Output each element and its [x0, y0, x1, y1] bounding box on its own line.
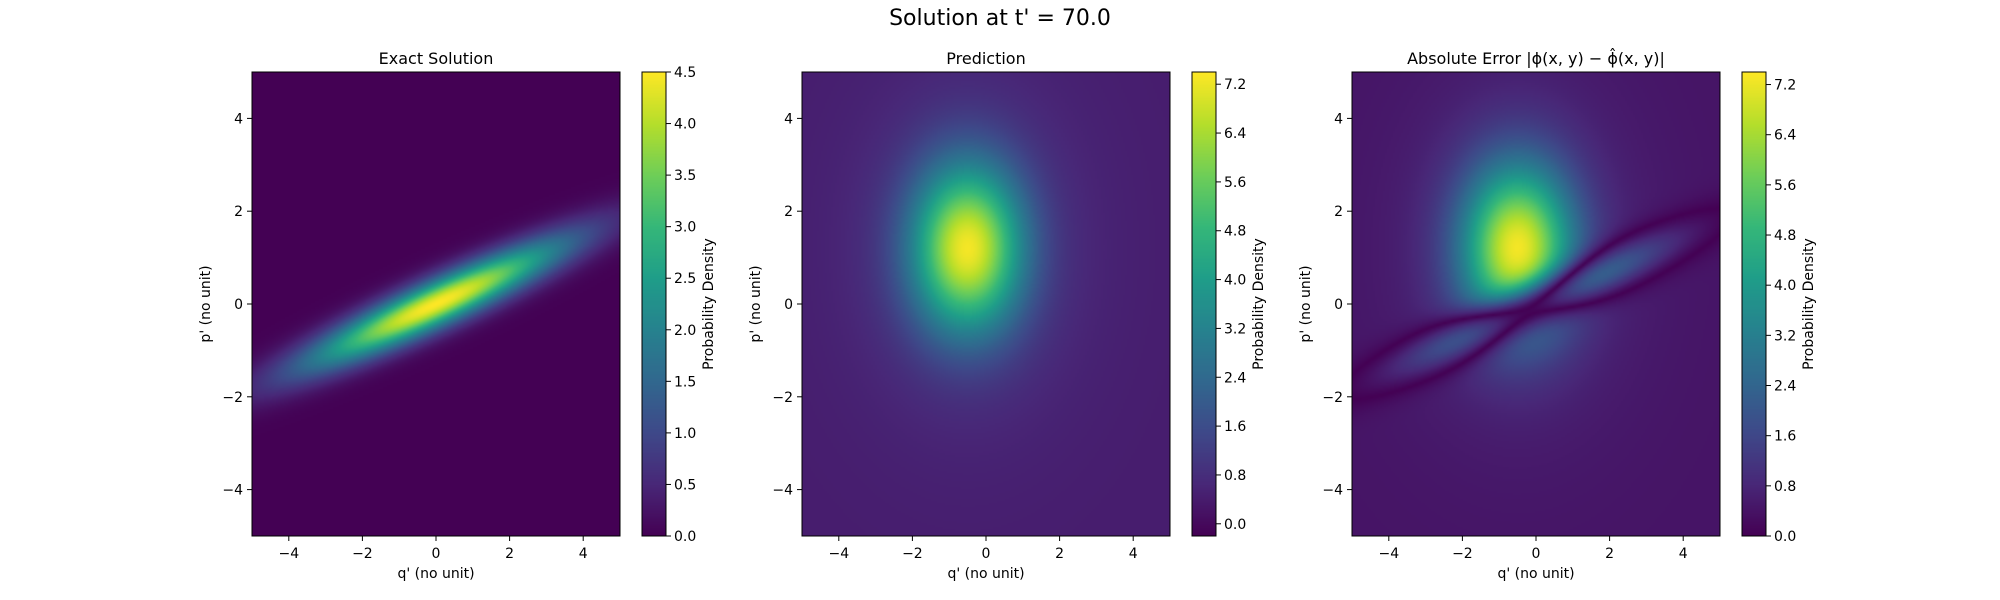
figure-title: Solution at t' = 70.0: [889, 6, 1111, 31]
y-tick-label: −4: [1322, 483, 1343, 499]
colorbar-tick-label: 6.4: [1224, 126, 1246, 142]
axes: −4 −2 0 2 4 −4 −2 0 2 4: [1322, 111, 1687, 562]
colorbar-tick-label: 0.8: [1224, 468, 1246, 484]
panel-title: Exact Solution: [379, 49, 494, 68]
colorbar-tick-label: 0.8: [1774, 479, 1796, 495]
colorbar-tick-label: 0.0: [1224, 517, 1246, 533]
colorbar-tick-label: 2.4: [1774, 379, 1796, 395]
colorbar-tick-label: 1.6: [1224, 419, 1246, 435]
colorbar-tick-label: 1.0: [674, 426, 696, 442]
y-tick-label: −2: [1322, 390, 1343, 406]
x-tick-label: 2: [1605, 546, 1614, 562]
colorbar-tick-label: 4.8: [1774, 228, 1796, 244]
x-axis-label: q' (no unit): [397, 566, 474, 582]
colorbar-tick-label: 5.6: [1774, 178, 1796, 194]
colorbar-tick-label: 6.4: [1774, 128, 1796, 144]
heatmap-image: [252, 72, 620, 536]
y-axis-label: p' (no unit): [1298, 265, 1314, 342]
x-tick-label: −4: [828, 546, 849, 562]
y-tick-label: 0: [234, 297, 243, 313]
y-tick-label: −2: [222, 390, 243, 406]
x-tick-label: −4: [278, 546, 299, 562]
axes: −4 −2 0 2 4 −4 −2 0 2 4: [222, 111, 587, 562]
colorbar-tick-label: 4.0: [674, 117, 696, 133]
colorbar-tick-label: 2.4: [1224, 370, 1246, 386]
colorbar-tick-label: 0.0: [1774, 529, 1796, 545]
panel-exact: Exact Solution −4 −2 0 2 4 −4 −2 0 2 4 q' (no uni…: [198, 49, 717, 582]
colorbar-tick-label: 4.8: [1224, 224, 1246, 240]
heatmap-image: [802, 72, 1170, 536]
y-axis-label: p' (no unit): [198, 265, 214, 342]
y-tick-label: −4: [772, 483, 793, 499]
x-tick-label: 2: [1055, 546, 1064, 562]
colorbar-tick-label: 2.0: [674, 323, 696, 339]
y-tick-label: −2: [772, 390, 793, 406]
colorbar-tick-label: 4.0: [1224, 273, 1246, 289]
panel-title: Absolute Error |ϕ(x, y) − ϕ̂(x, y)|: [1407, 48, 1665, 68]
x-tick-label: 4: [1679, 546, 1688, 562]
x-tick-label: 2: [505, 546, 514, 562]
y-tick-label: 0: [1334, 297, 1343, 313]
x-axis-label: q' (no unit): [1497, 566, 1574, 582]
axes: −4 −2 0 2 4 −4 −2 0 2 4: [772, 111, 1137, 562]
colorbar-tick-label: 1.5: [674, 374, 696, 390]
x-tick-label: 0: [432, 546, 441, 562]
colorbar-tick-label: 3.0: [674, 220, 696, 236]
y-tick-label: 2: [1334, 204, 1343, 220]
colorbar-tick-label: 3.5: [674, 168, 696, 184]
colorbar-label: Probability Density: [1251, 238, 1267, 370]
colorbar-gradient: [642, 72, 666, 536]
colorbar-tick-label: 3.2: [1774, 328, 1796, 344]
colorbar-tick-label: 3.2: [1224, 321, 1246, 337]
colorbar-tick-label: 4.0: [1774, 278, 1796, 294]
colorbar-tick-label: 7.2: [1774, 78, 1796, 94]
y-tick-label: 4: [1334, 111, 1343, 127]
colorbar-ticks: 0.0 0.5 1.0 1.5 2.0 2.5 3.0 3.5 4.0 4.5: [666, 65, 696, 545]
x-tick-label: −2: [352, 546, 373, 562]
y-tick-label: 0: [784, 297, 793, 313]
x-tick-label: 4: [1129, 546, 1138, 562]
x-tick-label: 4: [579, 546, 588, 562]
colorbar-label: Probability Density: [1801, 238, 1817, 370]
x-tick-label: 0: [982, 546, 991, 562]
y-tick-label: 4: [234, 111, 243, 127]
y-tick-label: −4: [222, 483, 243, 499]
colorbar-gradient: [1192, 72, 1216, 536]
colorbar-tick-label: 4.5: [674, 65, 696, 81]
x-tick-label: −2: [902, 546, 923, 562]
y-tick-label: 4: [784, 111, 793, 127]
x-tick-label: 0: [1532, 546, 1541, 562]
colorbar-tick-label: 0.5: [674, 477, 696, 493]
colorbar-frame: [641, 71, 667, 537]
colorbar-tick-label: 5.6: [1224, 175, 1246, 191]
panel-prediction: Prediction −4 −2 0 2 4 −4 −2 0 2 4 q' (no unit) p…: [748, 49, 1267, 582]
panel-title: Prediction: [946, 49, 1025, 68]
heatmap-image: [1352, 72, 1720, 536]
x-tick-label: −2: [1452, 546, 1473, 562]
colorbar-tick-label: 1.6: [1774, 429, 1796, 445]
colorbar-gradient: [1742, 72, 1766, 536]
x-axis-label: q' (no unit): [947, 566, 1024, 582]
colorbar-tick-label: 7.2: [1224, 77, 1246, 93]
colorbar-frame: [1741, 71, 1767, 537]
panel-absolute-error: Absolute Error |ϕ(x, y) − ϕ̂(x, y)| −4 −2…: [1298, 48, 1817, 582]
colorbar-label: Probability Density: [701, 238, 717, 370]
y-tick-label: 2: [784, 204, 793, 220]
y-axis-label: p' (no unit): [748, 265, 764, 342]
y-tick-label: 2: [234, 204, 243, 220]
colorbar-ticks: 0.0 0.8 1.6 2.4 3.2 4.0 4.8 5.6 6.4 7.2: [1766, 78, 1796, 545]
x-tick-label: −4: [1378, 546, 1399, 562]
colorbar-ticks: 0.0 0.8 1.6 2.4 3.2 4.0 4.8 5.6 6.4 7.2: [1216, 77, 1246, 533]
colorbar-tick-label: 0.0: [674, 529, 696, 545]
colorbar-tick-label: 2.5: [674, 271, 696, 287]
colorbar-frame: [1191, 71, 1217, 537]
